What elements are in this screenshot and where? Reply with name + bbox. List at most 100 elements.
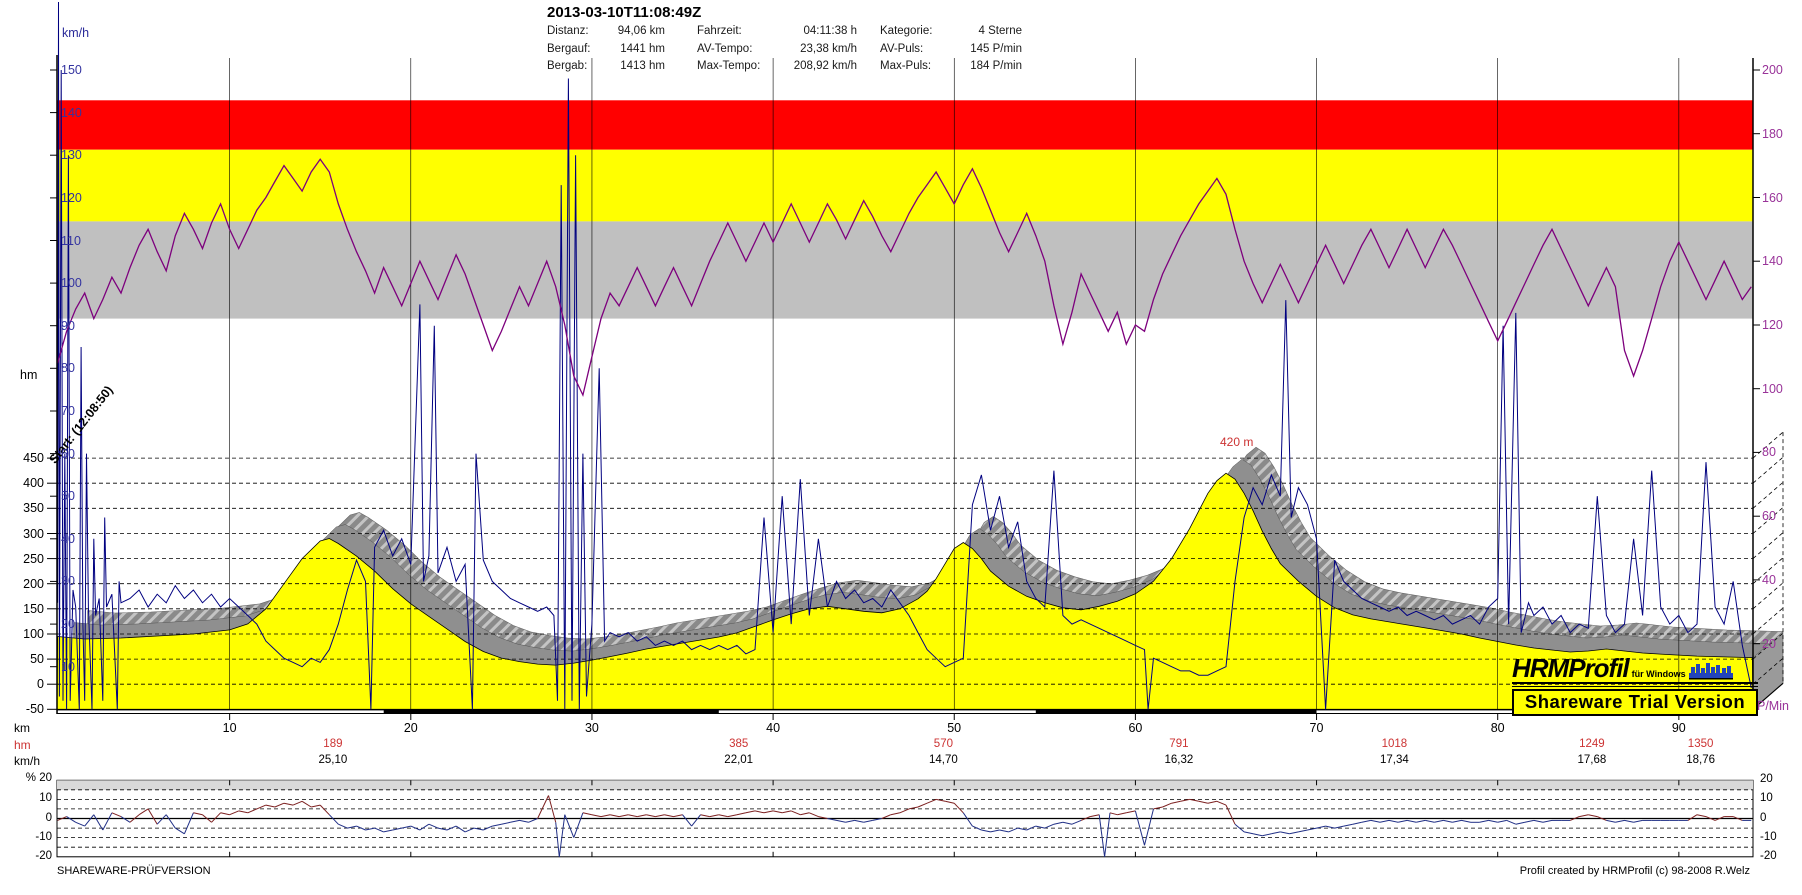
speed-trace — [57, 1, 1752, 710]
baseline-segment — [1316, 710, 1679, 713]
gradient-trace-segment — [1271, 831, 1281, 835]
gradient-trace-segment — [66, 816, 76, 823]
hm-gridline-3d — [1752, 456, 1784, 484]
gradient-trace-segment — [1109, 812, 1118, 816]
gradient-trace-segment — [935, 798, 946, 802]
gradient-trace-segment — [926, 798, 937, 804]
gradient-trace-segment — [890, 812, 901, 816]
gradient-trace-segment — [256, 804, 267, 810]
gradient-trace-segment — [1162, 802, 1172, 808]
gradient-trace-segment — [1080, 816, 1091, 821]
gradient-trace-segment — [319, 804, 330, 816]
hm-gridline-3d — [1752, 481, 1784, 509]
gradient-trace-segment — [93, 814, 104, 831]
gradient-trace-segment — [1216, 800, 1227, 806]
gradient-trace-segment — [419, 823, 430, 831]
gradient-trace-segment — [709, 814, 719, 818]
gradient-trace-segment — [1189, 798, 1199, 802]
gradient-trace-segment — [1053, 821, 1064, 825]
gradient-trace-segment — [682, 814, 692, 827]
gradient-trace-segment — [175, 827, 185, 835]
gradient-trace-segment — [646, 814, 656, 818]
gradient-trace-segment — [1352, 821, 1362, 825]
gradient-top-band — [57, 780, 1753, 790]
gradient-trace-segment — [1533, 819, 1544, 823]
pulse-trace — [57, 158, 1752, 398]
gradient-trace-segment — [528, 818, 538, 823]
gradient-trace-segment — [1017, 827, 1027, 831]
gradient-trace-segment — [1633, 819, 1643, 823]
gradient-trace-segment — [1026, 825, 1036, 831]
hm-gridline-3d — [1752, 507, 1784, 534]
gradient-trace-segment — [193, 812, 203, 816]
gradient-trace-segment — [582, 812, 593, 816]
gradient-trace-segment — [1062, 821, 1073, 825]
gradient-trace-segment — [1406, 819, 1417, 823]
gradient-trace-segment — [1334, 825, 1344, 829]
gradient-trace-segment — [609, 814, 620, 818]
gradient-trace-segment — [238, 810, 248, 814]
gradient-trace-segment — [328, 814, 339, 825]
gradient-trace-segment — [1624, 819, 1634, 823]
gradient-trace-segment — [754, 810, 765, 814]
gradient-trace-segment — [1397, 819, 1408, 823]
gradient-trace-segment — [311, 804, 321, 808]
hm-gridline-3d — [1752, 607, 1784, 635]
gradient-trace-segment — [229, 810, 239, 816]
gradient-trace-segment — [763, 810, 774, 814]
gradient-trace-segment — [1687, 814, 1698, 821]
gradient-trace-segment — [202, 814, 212, 823]
gradient-trace-segment — [383, 829, 393, 833]
gradient-trace-segment — [818, 816, 828, 819]
gradient-trace-segment — [1262, 833, 1272, 837]
gradient-trace-segment — [548, 795, 557, 823]
gradient-trace-segment — [836, 819, 846, 823]
gradient-trace-segment — [183, 812, 194, 834]
gradient-trace-segment — [138, 808, 149, 816]
gradient-trace-segment — [558, 814, 566, 857]
gradient-trace-segment — [1524, 819, 1535, 823]
gradient-trace-segment — [1243, 831, 1254, 835]
gradient-trace-segment — [1733, 816, 1743, 821]
gradient-trace-segment — [365, 827, 375, 831]
gradient-trace-segment — [1542, 819, 1553, 823]
gradient-trace-segment — [1488, 819, 1498, 823]
gradient-trace-segment — [1361, 819, 1372, 823]
gradient-trace-segment — [600, 814, 611, 818]
gradient-trace-segment — [374, 827, 384, 833]
baseline-segment — [718, 710, 1036, 713]
gradient-trace-segment — [1379, 819, 1390, 823]
gradient-trace-segment — [1180, 798, 1190, 802]
gradient-trace-segment — [283, 802, 294, 806]
gradient-trace-segment — [745, 810, 756, 814]
gradient-trace-segment — [455, 825, 466, 833]
gradient-trace-segment — [492, 823, 502, 827]
gradient-trace-segment — [1579, 814, 1589, 818]
hm-gridline-3d — [1752, 582, 1784, 610]
gradient-trace-segment — [908, 806, 919, 810]
pulse-zone-gray — [57, 221, 1753, 319]
gradient-trace-segment — [1307, 827, 1317, 831]
gradient-trace-segment — [555, 822, 560, 857]
gradient-trace-segment — [165, 814, 176, 829]
gradient-trace-segment — [1705, 816, 1716, 821]
gradient-trace-segment — [782, 810, 792, 814]
gradient-trace-segment — [1606, 819, 1616, 823]
gradient-trace-segment — [501, 821, 511, 825]
gradient-trace-segment — [1343, 823, 1353, 827]
gradient-trace-segment — [953, 802, 964, 814]
gradient-trace-segment — [1008, 827, 1018, 833]
gradient-trace-segment — [211, 812, 221, 823]
gradient-trace-segment — [301, 800, 312, 808]
gradient-trace-segment — [537, 795, 549, 819]
gradient-trace-segment — [1071, 819, 1082, 825]
gradient-trace-segment — [1479, 819, 1489, 823]
gradient-trace-segment — [1388, 819, 1399, 823]
gradient-trace-segment — [800, 812, 810, 816]
gradient-trace-segment — [1234, 823, 1245, 833]
gradient-trace-segment — [591, 814, 602, 818]
gradient-trace-segment — [673, 814, 683, 818]
gradient-trace-segment — [446, 825, 457, 831]
gradient-trace-segment — [464, 827, 475, 833]
